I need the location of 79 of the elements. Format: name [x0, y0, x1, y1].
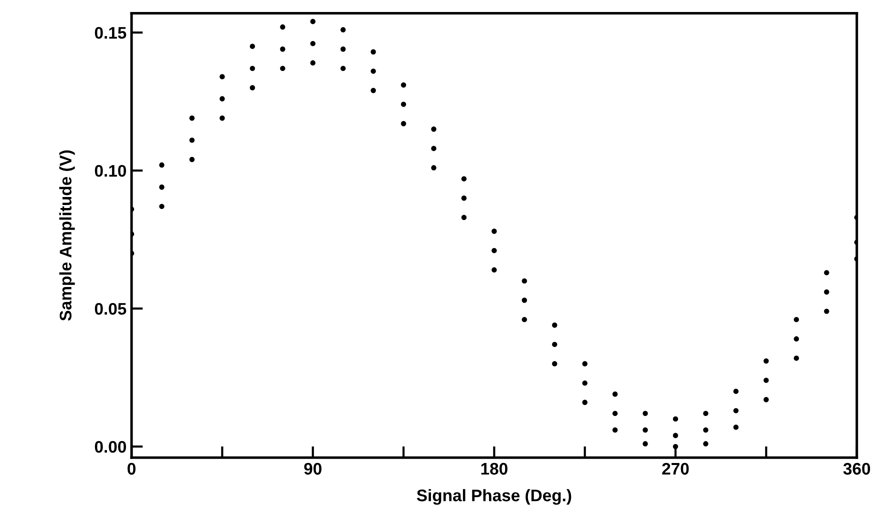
point	[461, 196, 467, 201]
point	[764, 378, 769, 383]
point	[824, 308, 830, 314]
point	[340, 27, 346, 32]
point	[672, 416, 678, 422]
point	[280, 24, 286, 30]
y-axis-title: Sample Amplitude (V)	[59, 150, 75, 321]
point	[824, 270, 830, 276]
point	[522, 298, 528, 303]
point	[703, 441, 708, 446]
x-axis-title: Signal Phase (Deg.)	[416, 489, 572, 505]
point	[310, 18, 316, 24]
point	[310, 60, 316, 66]
point	[733, 388, 739, 394]
point	[703, 427, 708, 433]
point	[764, 358, 769, 364]
x-tick-label: 90	[304, 462, 322, 475]
point	[612, 392, 618, 397]
x-tick-label: 360	[843, 462, 870, 475]
point	[764, 397, 769, 402]
point	[250, 66, 256, 72]
point	[522, 316, 528, 322]
point	[370, 49, 376, 54]
point	[159, 184, 164, 190]
point	[340, 66, 346, 72]
y-tick-label: 0.00	[94, 440, 126, 453]
point	[552, 361, 558, 366]
point	[582, 361, 588, 366]
x-tick-label: 0	[128, 462, 136, 475]
x-tick-label: 180	[481, 462, 508, 475]
point	[522, 278, 528, 284]
point	[794, 336, 799, 342]
point	[159, 204, 164, 210]
point	[340, 46, 346, 52]
point	[733, 424, 739, 430]
point	[400, 102, 406, 107]
point	[220, 74, 225, 80]
point	[642, 410, 648, 416]
point	[159, 162, 164, 168]
point	[400, 82, 406, 88]
y-tick-label: 0.05	[94, 302, 126, 315]
point	[552, 322, 558, 328]
point	[642, 427, 648, 433]
point	[220, 116, 225, 121]
point	[250, 44, 256, 49]
point	[370, 68, 376, 74]
point	[250, 85, 256, 90]
point	[310, 40, 316, 46]
point	[582, 380, 588, 386]
point	[492, 248, 497, 254]
point	[370, 88, 376, 94]
point	[461, 176, 467, 182]
point	[431, 146, 436, 152]
point	[431, 165, 436, 170]
point	[642, 441, 648, 446]
point	[189, 156, 195, 162]
point	[612, 410, 618, 416]
point	[189, 116, 195, 121]
y-tick-label: 0.10	[94, 164, 126, 177]
x-tick-label: 270	[662, 462, 689, 475]
point	[492, 267, 497, 273]
point	[431, 126, 436, 132]
point	[280, 66, 286, 72]
point	[612, 427, 618, 433]
point	[824, 289, 830, 295]
point	[794, 356, 799, 361]
point	[794, 316, 799, 322]
point	[461, 214, 467, 220]
point	[220, 96, 225, 102]
point	[672, 432, 678, 438]
point	[492, 228, 497, 234]
point	[703, 410, 708, 416]
point	[733, 408, 739, 414]
point	[552, 342, 558, 348]
point	[582, 400, 588, 405]
point	[280, 46, 286, 52]
point	[189, 138, 195, 143]
y-tick-label: 0.15	[94, 26, 126, 39]
point	[400, 121, 406, 126]
